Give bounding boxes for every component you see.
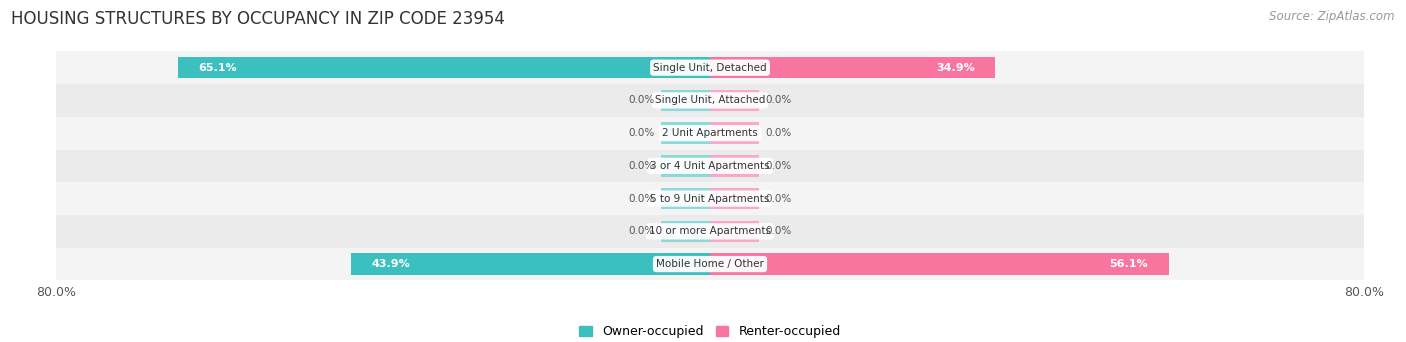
Text: 0.0%: 0.0% <box>628 95 654 105</box>
Bar <box>56 182 1364 215</box>
Text: 3 or 4 Unit Apartments: 3 or 4 Unit Apartments <box>650 161 770 171</box>
Text: 5 to 9 Unit Apartments: 5 to 9 Unit Apartments <box>651 194 769 203</box>
Text: Mobile Home / Other: Mobile Home / Other <box>657 259 763 269</box>
Text: Source: ZipAtlas.com: Source: ZipAtlas.com <box>1270 10 1395 23</box>
Bar <box>56 117 1364 149</box>
Text: 0.0%: 0.0% <box>766 95 792 105</box>
Bar <box>352 253 710 275</box>
Text: 0.0%: 0.0% <box>766 161 792 171</box>
Text: 2 Unit Apartments: 2 Unit Apartments <box>662 128 758 138</box>
Text: 65.1%: 65.1% <box>198 63 238 73</box>
Text: 34.9%: 34.9% <box>936 63 974 73</box>
Text: 10 or more Apartments: 10 or more Apartments <box>650 226 770 236</box>
Bar <box>710 253 1168 275</box>
Bar <box>661 188 710 209</box>
Bar <box>710 122 759 144</box>
Text: Single Unit, Detached: Single Unit, Detached <box>654 63 766 73</box>
Text: 0.0%: 0.0% <box>766 194 792 203</box>
Bar <box>56 149 1364 182</box>
Bar <box>179 57 710 78</box>
Bar <box>56 215 1364 248</box>
Bar <box>710 188 759 209</box>
Text: Single Unit, Attached: Single Unit, Attached <box>655 95 765 105</box>
Bar <box>56 248 1364 280</box>
Bar <box>661 90 710 111</box>
Bar <box>661 122 710 144</box>
Bar <box>710 221 759 242</box>
Text: HOUSING STRUCTURES BY OCCUPANCY IN ZIP CODE 23954: HOUSING STRUCTURES BY OCCUPANCY IN ZIP C… <box>11 10 505 28</box>
Bar <box>56 84 1364 117</box>
Bar <box>661 155 710 176</box>
Text: 43.9%: 43.9% <box>371 259 411 269</box>
Text: 0.0%: 0.0% <box>766 226 792 236</box>
Text: 0.0%: 0.0% <box>628 128 654 138</box>
Text: 0.0%: 0.0% <box>628 194 654 203</box>
Legend: Owner-occupied, Renter-occupied: Owner-occupied, Renter-occupied <box>579 325 841 338</box>
Text: 0.0%: 0.0% <box>766 128 792 138</box>
Bar <box>710 57 995 78</box>
Bar <box>56 51 1364 84</box>
Text: 0.0%: 0.0% <box>628 226 654 236</box>
Text: 56.1%: 56.1% <box>1109 259 1149 269</box>
Bar <box>661 221 710 242</box>
Bar <box>710 155 759 176</box>
Bar <box>710 90 759 111</box>
Text: 0.0%: 0.0% <box>628 161 654 171</box>
